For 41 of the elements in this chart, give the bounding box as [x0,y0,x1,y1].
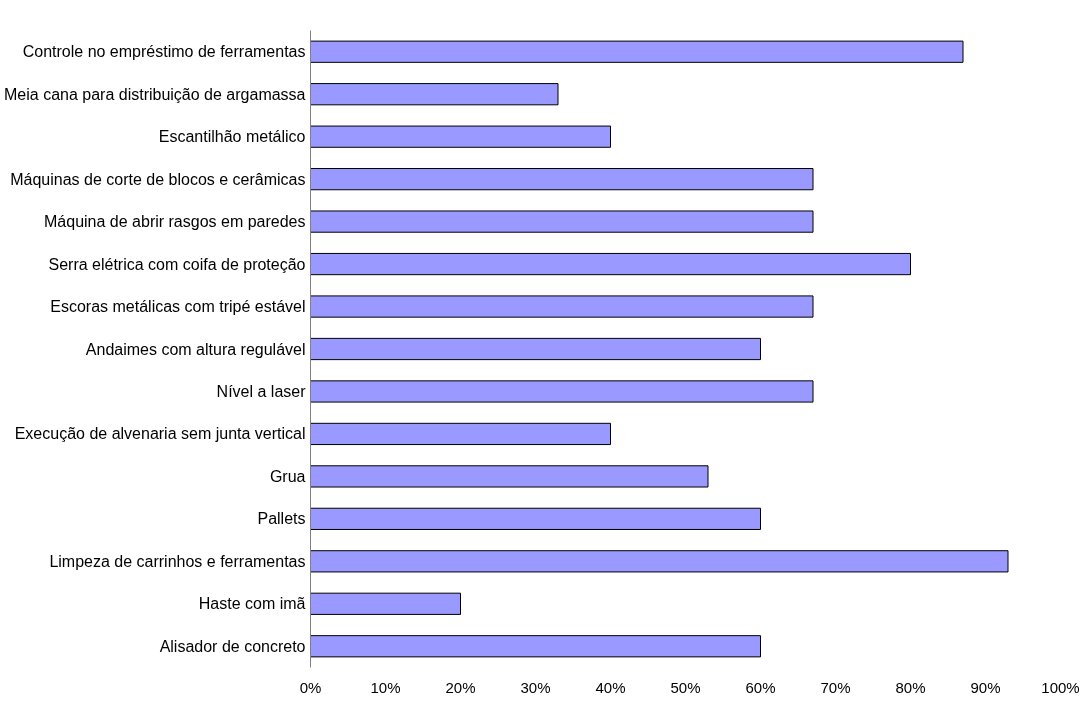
y-tick-label: Serra elétrica com coifa de proteção [48,255,306,273]
x-tick-label: 80% [895,678,926,696]
y-tick-label: Limpeza de carrinhos e ferramentas [49,552,306,570]
bar [310,252,911,276]
y-tick-label: Escoras metálicas com tripé estável [50,298,306,316]
x-tick-label: 50% [670,678,701,696]
bar [310,125,611,148]
y-tick-label: Andaimes com altura regulável [85,340,306,358]
bar [310,210,814,233]
x-tick-label: 30% [520,678,551,696]
x-tick-label: 100% [1041,678,1080,696]
y-tick-label: Nível a laser [216,382,307,400]
x-tick-label: 60% [745,678,776,696]
y-tick-label: Controle no empréstimo de ferramentas [22,43,306,61]
y-tick-label: Máquinas de corte de blocos e cerâmicas [10,170,306,188]
bar [310,40,964,63]
x-tick-label: 40% [595,678,626,696]
x-tick-label: 10% [370,678,401,696]
y-tick-label: Alisador de concreto [159,637,306,655]
bar [310,83,559,106]
bar [310,507,761,530]
y-tick-label: Pallets [257,510,306,528]
bar [310,550,1009,573]
bar [310,168,814,191]
bar [310,465,709,488]
bar [310,295,814,318]
y-tick-label: Máquina de abrir rasgos em paredes [44,213,306,231]
y-tick-label: Haste com imã [198,595,306,613]
bar [310,380,814,403]
bar [310,592,461,615]
bar [310,422,611,446]
y-tick-label: Meia cana para distribuição de argamassa [4,85,306,103]
y-tick-label: Execução de alvenaria sem junta vertical [14,425,306,443]
y-tick-label: Escantilhão metálico [158,128,306,146]
x-tick-label: 20% [445,678,476,696]
x-tick-label: 70% [820,678,851,696]
bar [310,337,761,361]
bar [310,635,761,658]
y-tick-label: Grua [269,467,306,485]
x-tick-label: 0% [299,678,322,696]
x-tick-label: 90% [970,678,1001,696]
